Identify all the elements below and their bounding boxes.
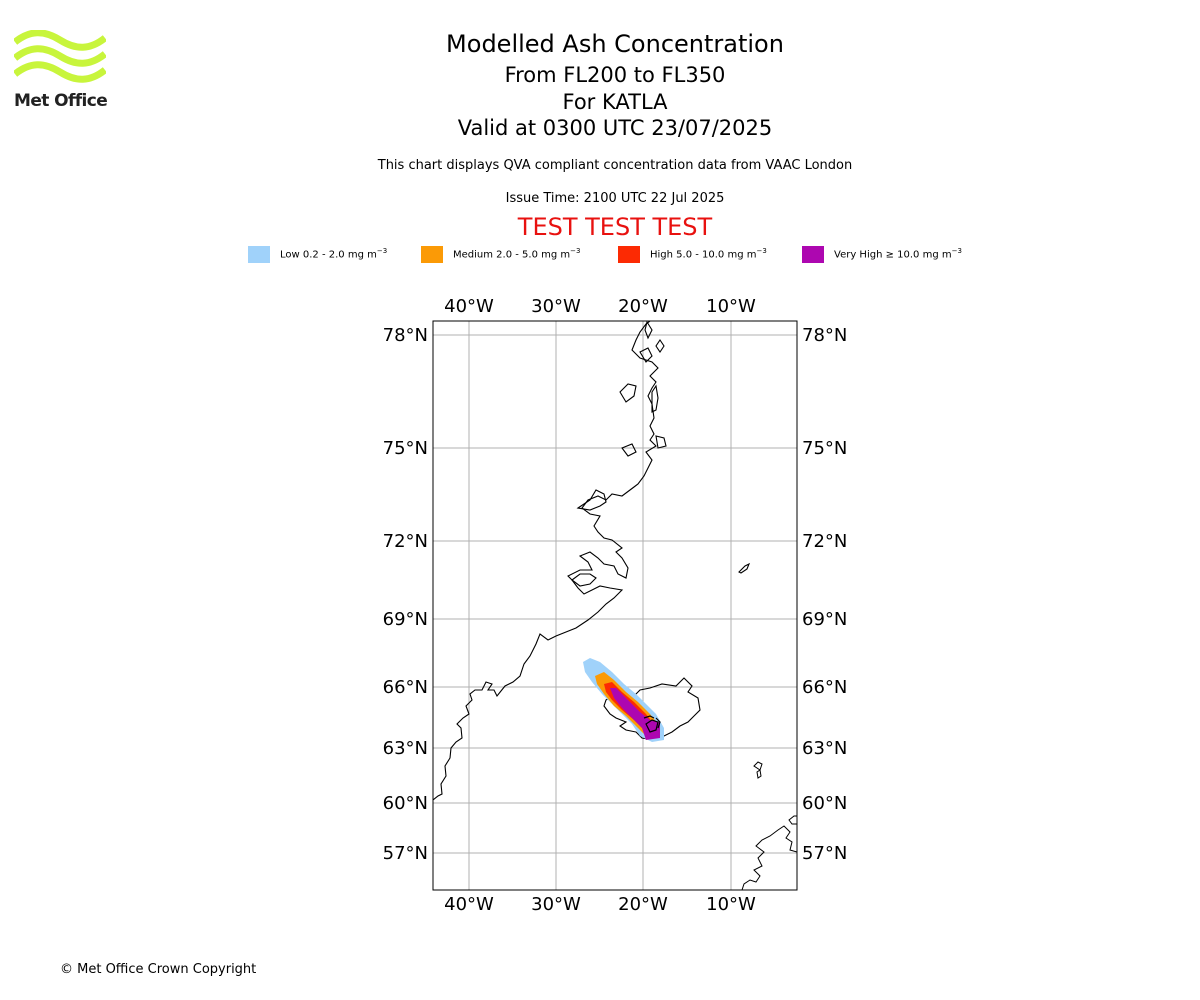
iceland-coastline	[603, 677, 701, 741]
lat-tick-right: 78°N	[802, 325, 847, 346]
legend-item-very-high: Very High ≥ 10.0 mg m−3	[802, 244, 962, 264]
lon-tick-bottom: 20°W	[618, 894, 668, 915]
legend-label-very-high: Very High ≥ 10.0 mg m−3	[834, 247, 962, 261]
met-office-logo: Met Office	[12, 29, 108, 112]
legend-swatch-high	[618, 245, 640, 263]
test-banner: TEST TEST TEST	[517, 213, 713, 241]
issue-time: Issue Time: 2100 UTC 22 Jul 2025	[505, 191, 725, 206]
legend-label-medium: Medium 2.0 - 5.0 mg m−3	[453, 247, 581, 261]
lon-tick-top: 10°W	[706, 296, 756, 317]
map-frame	[432, 320, 798, 891]
jan-mayen-coastline	[738, 562, 751, 574]
lon-tick-bottom: 30°W	[531, 894, 581, 915]
lat-tick-right: 63°N	[802, 738, 847, 759]
copyright-notice: © Met Office Crown Copyright	[60, 962, 257, 977]
lon-tick-top: 30°W	[531, 296, 581, 317]
map-gridlines	[433, 321, 797, 890]
legend-swatch-very-high	[802, 245, 824, 263]
legend-swatch-medium	[421, 245, 443, 263]
lat-tick-right: 72°N	[802, 531, 847, 552]
lat-tick-left: 66°N	[383, 677, 428, 698]
legend-item-high: High 5.0 - 10.0 mg m−3	[618, 244, 767, 264]
lon-tick-top: 40°W	[444, 296, 494, 317]
lon-tick-top: 20°W	[618, 296, 668, 317]
lon-tick-bottom: 10°W	[706, 894, 756, 915]
lat-tick-left: 63°N	[383, 738, 428, 759]
orkney-coastline	[788, 815, 797, 825]
legend-label-low: Low 0.2 - 2.0 mg m−3	[280, 247, 388, 261]
greenland-coastline	[433, 321, 667, 801]
lon-tick-bottom: 40°W	[444, 894, 494, 915]
legend-label-high: High 5.0 - 10.0 mg m−3	[650, 247, 767, 261]
lat-tick-left: 72°N	[383, 531, 428, 552]
flight-levels: From FL200 to FL350	[504, 63, 726, 87]
lat-tick-right: 66°N	[802, 677, 847, 698]
chart-description: This chart displays QVA compliant concen…	[377, 158, 853, 173]
scotland-coastline	[741, 825, 797, 890]
lat-tick-left: 69°N	[383, 609, 428, 630]
lat-tick-left: 60°N	[383, 793, 428, 814]
faroe-islands-coastline	[753, 761, 763, 779]
met-office-waves-icon	[12, 29, 108, 83]
lat-tick-right: 57°N	[802, 843, 847, 864]
valid-time: Valid at 0300 UTC 23/07/2025	[457, 116, 773, 140]
logo-wordmark: Met Office	[14, 91, 108, 111]
lat-tick-right: 69°N	[802, 609, 847, 630]
volcano-name: For KATLA	[562, 90, 668, 114]
legend-swatch-low	[248, 245, 270, 263]
ash-plume	[583, 658, 664, 742]
legend-item-medium: Medium 2.0 - 5.0 mg m−3	[421, 244, 580, 264]
lat-tick-left: 75°N	[383, 438, 428, 459]
lat-tick-right: 75°N	[802, 438, 847, 459]
lat-tick-right: 60°N	[802, 793, 847, 814]
lat-tick-left: 57°N	[383, 843, 428, 864]
legend-item-low: Low 0.2 - 2.0 mg m−3	[248, 244, 387, 264]
chart-title: Modelled Ash Concentration	[446, 30, 784, 58]
lat-tick-left: 78°N	[383, 325, 428, 346]
